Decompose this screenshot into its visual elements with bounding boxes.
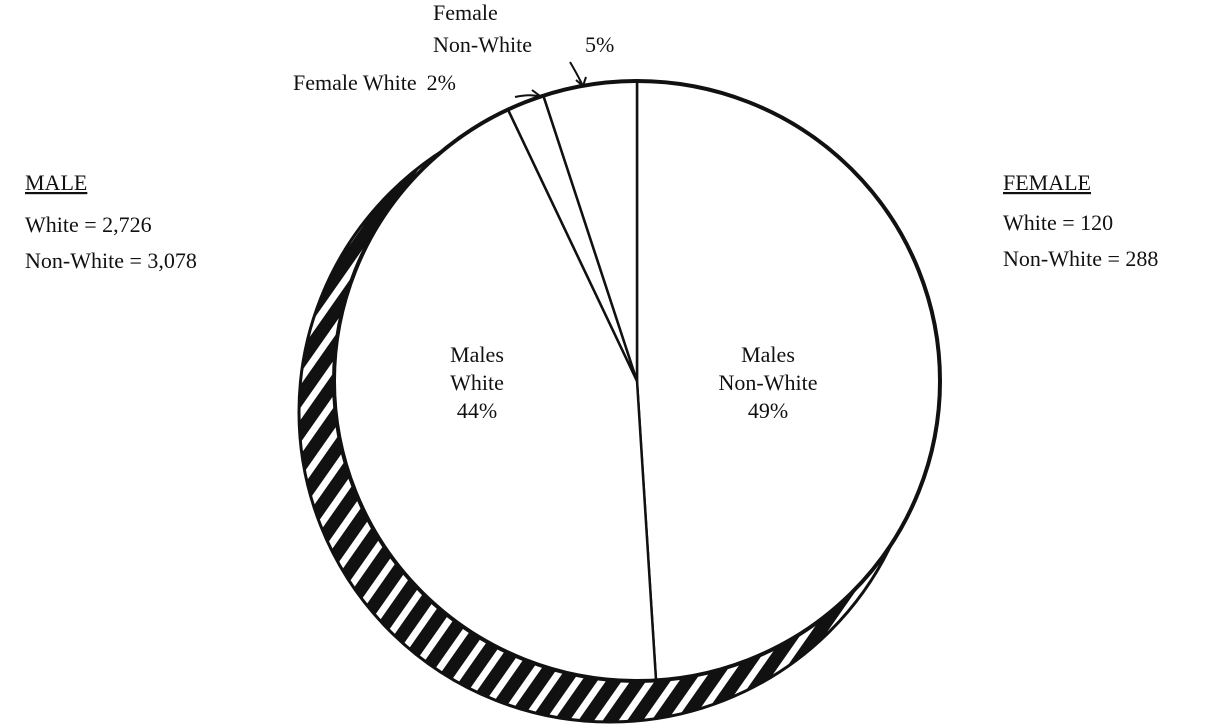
value-label: 44% — [457, 398, 497, 423]
slice-label: Female White — [293, 70, 417, 95]
slice-label: Males White — [450, 342, 504, 395]
value-label: 2% — [427, 70, 456, 95]
slice-label: Males Non-White — [719, 342, 818, 395]
value-label: 5% — [585, 32, 614, 57]
male-line: Non-White = 3,078 — [25, 248, 197, 273]
female-line: White = 120 — [1003, 210, 1113, 235]
male-title: MALE — [25, 170, 87, 195]
pie-outline — [332, 79, 942, 683]
arrow — [514, 94, 539, 98]
female-title: FEMALE — [1003, 170, 1091, 195]
female-line: Non-White = 288 — [1003, 246, 1158, 271]
value-label: 49% — [748, 398, 788, 423]
male-line: White = 2,726 — [25, 212, 152, 237]
slice-label: Female Non-White — [433, 0, 532, 57]
arrow — [569, 61, 583, 85]
